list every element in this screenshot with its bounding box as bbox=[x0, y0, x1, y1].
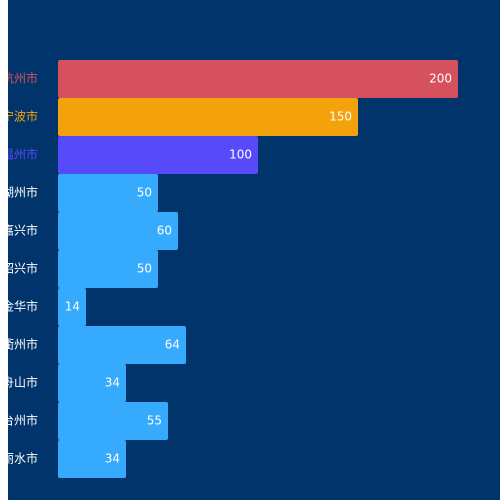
value-label-2: 150 bbox=[329, 110, 352, 124]
category-label-11: 丽水市 bbox=[8, 451, 38, 466]
category-label-1: 杭州市 bbox=[8, 71, 38, 86]
bar-7[interactable] bbox=[58, 288, 86, 326]
category-label-5: 嘉兴市 bbox=[8, 223, 38, 238]
category-label-10: 台州市 bbox=[8, 413, 38, 428]
bar-2[interactable] bbox=[58, 98, 358, 136]
bar-chart: 杭州市 200 宁波市 150 温州市 100 湖州市 50 嘉兴市 60 绍兴市 50 金华市 14 衢州… bbox=[8, 60, 458, 478]
category-label-8: 衢州市 bbox=[8, 337, 38, 352]
category-label-4: 湖州市 bbox=[8, 185, 38, 200]
value-label-5: 60 bbox=[157, 224, 172, 238]
category-label-2: 宁波市 bbox=[8, 109, 38, 124]
bar-4[interactable] bbox=[58, 174, 158, 212]
value-label-7: 14 bbox=[65, 300, 80, 314]
value-label-9: 34 bbox=[105, 376, 120, 390]
value-label-6: 50 bbox=[137, 262, 152, 276]
value-label-3: 100 bbox=[229, 148, 252, 162]
category-label-7: 金华市 bbox=[8, 299, 38, 314]
chart-panel: 杭州市 200 宁波市 150 温州市 100 湖州市 50 嘉兴市 60 绍兴市 50 金华市 14 衢州… bbox=[8, 0, 500, 500]
category-label-9: 舟山市 bbox=[8, 375, 38, 390]
value-label-10: 55 bbox=[147, 414, 162, 428]
bar-10[interactable] bbox=[58, 402, 168, 440]
category-label-3: 温州市 bbox=[8, 147, 38, 162]
bar-11[interactable] bbox=[58, 440, 126, 478]
value-label-4: 50 bbox=[137, 186, 152, 200]
bar-1[interactable] bbox=[58, 60, 458, 98]
bar-5[interactable] bbox=[58, 212, 178, 250]
bar-8[interactable] bbox=[58, 326, 186, 364]
bar-9[interactable] bbox=[58, 364, 126, 402]
value-label-8: 64 bbox=[165, 338, 180, 352]
bar-3[interactable] bbox=[58, 136, 258, 174]
category-label-6: 绍兴市 bbox=[8, 261, 38, 276]
value-label-11: 34 bbox=[105, 452, 120, 466]
bar-6[interactable] bbox=[58, 250, 158, 288]
value-label-1: 200 bbox=[429, 72, 452, 86]
